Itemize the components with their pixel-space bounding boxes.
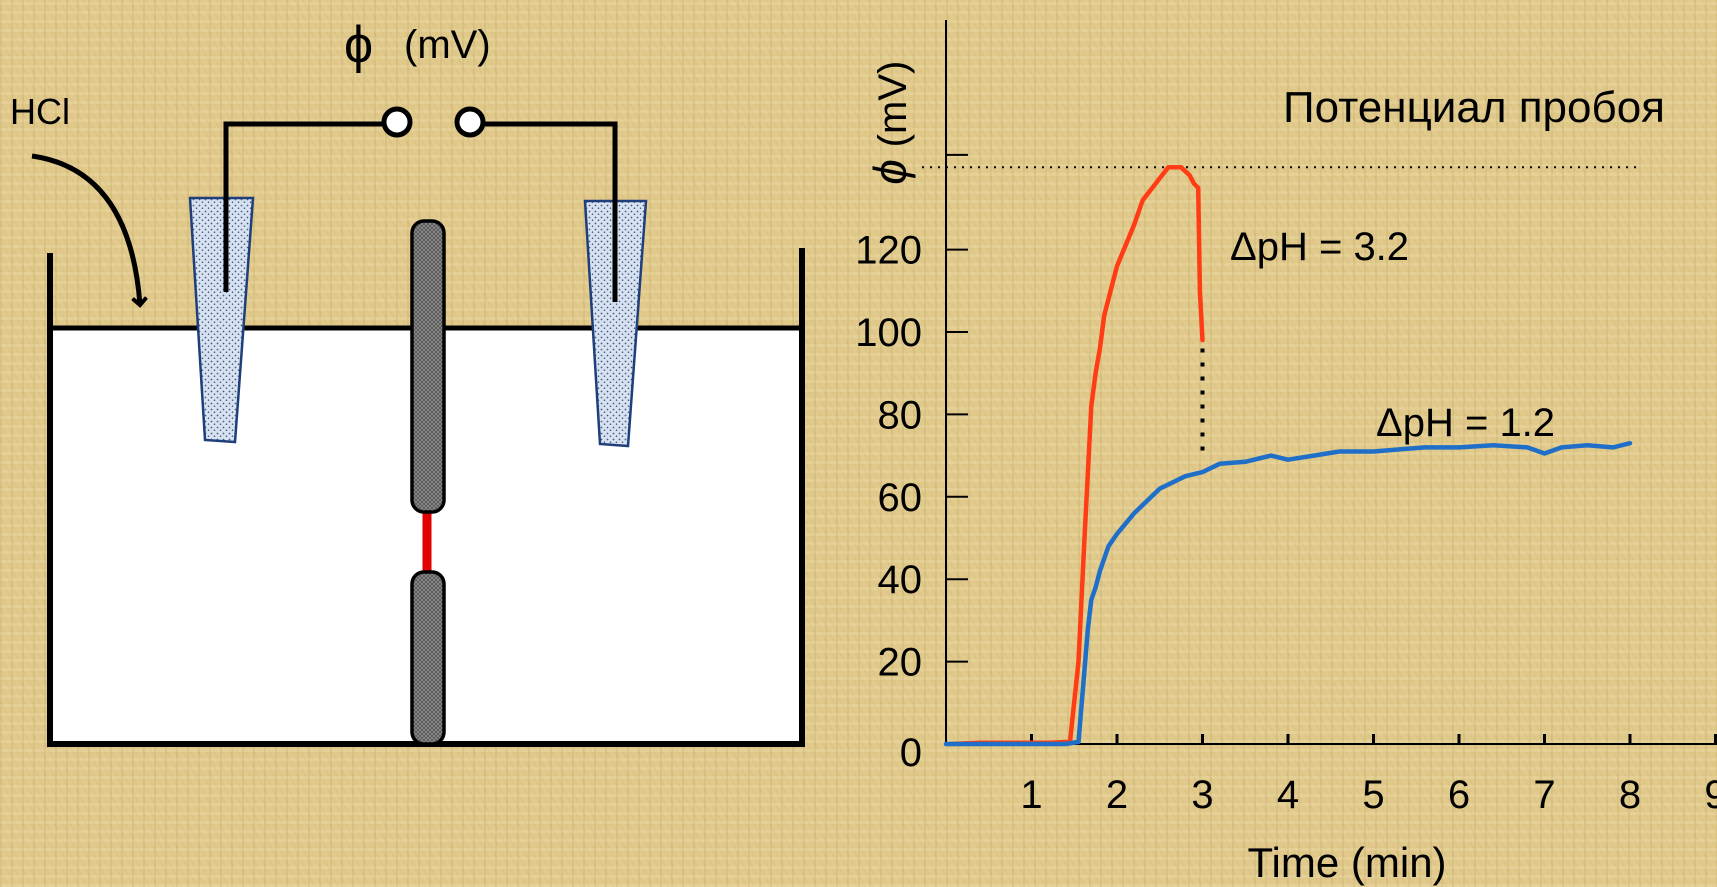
electrode-upper <box>410 219 446 514</box>
meter-label: ϕ (mV) <box>344 16 491 74</box>
phi-symbol: ϕ <box>344 16 373 74</box>
x-ticks: 1 2 3 4 5 6 7 8 9 <box>1020 734 1717 817</box>
y-tick-label: 100 <box>855 311 922 355</box>
chart: 0 20 40 60 80 100 120 1 2 3 4 5 6 7 8 9 (mV) ϕ Time (m… <box>855 20 1717 886</box>
x-tick-label: 3 <box>1191 773 1213 817</box>
apparatus: ϕ (mV) HCl <box>10 16 805 747</box>
y-axis-phi: ϕ <box>864 159 916 185</box>
x-tick-label: 6 <box>1448 773 1470 817</box>
series-label-low: ΔpH = 1.2 <box>1376 401 1555 445</box>
reference-electrode-left <box>188 196 255 444</box>
y-tick-label: 20 <box>878 641 923 685</box>
y-tick-label: 80 <box>878 393 923 437</box>
x-tick-label: 7 <box>1533 773 1555 817</box>
series-line-high <box>948 164 1205 747</box>
y-ticks: 0 20 40 60 80 100 120 <box>855 153 968 775</box>
wire-right <box>484 121 618 302</box>
series-layer <box>943 164 1633 747</box>
x-tick-label: 1 <box>1020 773 1042 817</box>
x-tick-label: 5 <box>1362 773 1384 817</box>
acid-addition-arrow <box>31 153 140 305</box>
meter-unit: (mV) <box>404 23 491 67</box>
x-tick-label: 8 <box>1619 773 1641 817</box>
x-tick-label: 4 <box>1277 773 1299 817</box>
x-axis-label: Time (min) <box>1247 839 1446 886</box>
meter-terminal-left <box>381 106 413 138</box>
series-label-high: ΔpH = 3.2 <box>1230 225 1409 269</box>
y-tick-label: 120 <box>855 229 922 273</box>
breakdown-potential-label: Потенциал пробоя <box>1283 83 1665 132</box>
meter-terminal-right <box>454 106 486 138</box>
y-tick-label: 0 <box>900 731 922 775</box>
y-axis-label: (mV) <box>871 61 915 148</box>
x-tick-label: 2 <box>1106 773 1128 817</box>
y-axis-unit: (mV) <box>871 61 915 148</box>
electrode-lower <box>410 570 446 746</box>
y-tick-label: 40 <box>878 558 923 602</box>
reference-electrode-right <box>583 199 648 448</box>
x-tick-label: 9 <box>1704 773 1717 817</box>
series-line-low <box>943 440 1633 747</box>
acid-label: HCl <box>10 91 70 132</box>
wire-left <box>223 121 382 292</box>
y-axis-symbol: ϕ <box>864 159 916 185</box>
y-tick-label: 60 <box>878 476 923 520</box>
